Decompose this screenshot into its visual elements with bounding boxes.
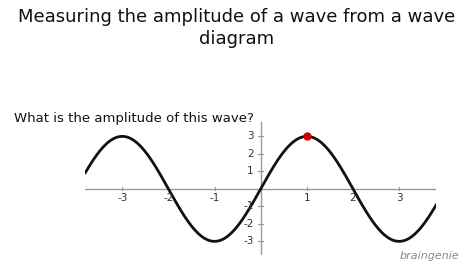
Text: Measuring the amplitude of a wave from a wave
diagram: Measuring the amplitude of a wave from a… — [18, 8, 456, 48]
Text: 2: 2 — [350, 193, 356, 203]
Text: 1: 1 — [303, 193, 310, 203]
Text: -2: -2 — [244, 219, 254, 229]
Text: -3: -3 — [244, 236, 254, 246]
Text: braingenie: braingenie — [400, 251, 460, 261]
Text: 1: 1 — [247, 166, 254, 176]
Text: 2: 2 — [247, 149, 254, 159]
Text: 3: 3 — [396, 193, 402, 203]
Text: -2: -2 — [163, 193, 173, 203]
Text: -1: -1 — [244, 201, 254, 211]
Text: -1: -1 — [210, 193, 220, 203]
Text: 3: 3 — [247, 131, 254, 141]
Text: -3: -3 — [117, 193, 128, 203]
Text: What is the amplitude of this wave?: What is the amplitude of this wave? — [14, 112, 254, 125]
